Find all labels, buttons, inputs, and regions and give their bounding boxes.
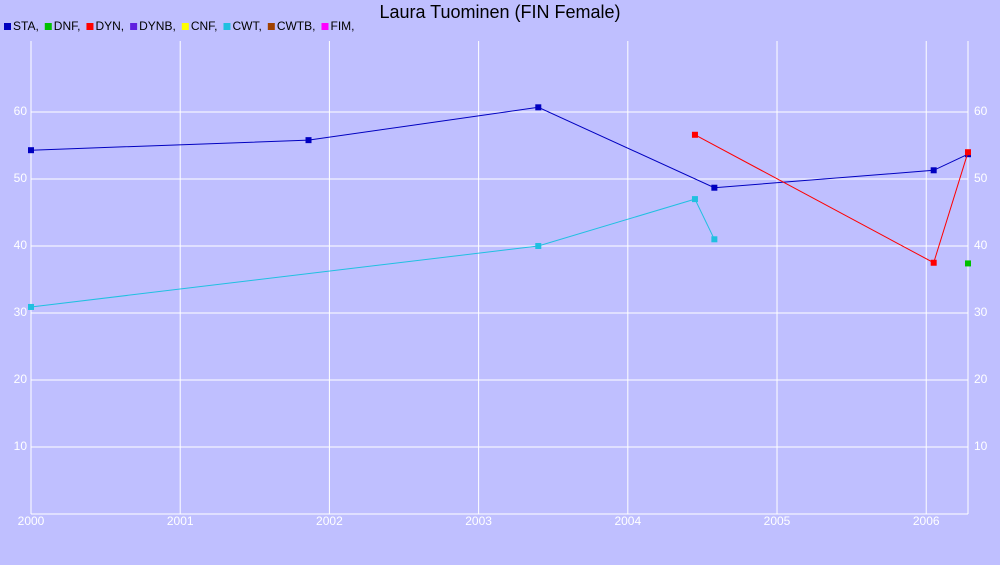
legend-label: DYN,: [95, 19, 124, 33]
x-tick-label: 2003: [465, 514, 492, 528]
legend-label: CWTB,: [277, 19, 316, 33]
legend-swatch: [267, 23, 275, 30]
series-line: [30, 198, 715, 308]
x-tick-label: 2002: [316, 514, 343, 528]
legend-label: CNF,: [191, 19, 218, 33]
legend-swatch: [86, 23, 94, 30]
y-tick-label: 60: [974, 104, 988, 118]
legend-label: DYNB,: [139, 19, 176, 33]
y-tick-label: 60: [14, 104, 28, 118]
data-point: [711, 184, 718, 191]
x-tick-label: 2004: [614, 514, 641, 528]
series-line: [694, 134, 969, 264]
y-tick-label: 50: [974, 171, 988, 185]
legend-swatch: [44, 23, 52, 30]
data-point: [691, 131, 698, 138]
legend-swatch: [4, 23, 11, 30]
data-point: [28, 147, 34, 154]
y-tick-label: 50: [14, 171, 28, 185]
legend-label: FIM,: [330, 19, 354, 33]
legend-label: CWT,: [232, 19, 261, 33]
x-tick-label: 2001: [167, 514, 194, 528]
legend-swatch: [321, 23, 329, 30]
y-tick-label: 20: [974, 372, 988, 386]
series-line: [30, 106, 969, 189]
y-tick-label: 40: [974, 238, 988, 252]
legend-label: DNF,: [54, 19, 81, 33]
y-tick-label: 10: [974, 439, 988, 453]
y-tick-label: 40: [14, 238, 28, 252]
x-tick-label: 2006: [913, 514, 940, 528]
legend-label: STA,: [13, 19, 39, 33]
y-tick-label: 30: [14, 305, 28, 319]
data-point: [930, 259, 937, 266]
legend-swatch: [223, 23, 231, 30]
legend-swatch: [130, 23, 138, 30]
x-tick-label: 2005: [764, 514, 791, 528]
data-point: [305, 137, 312, 144]
chart-title: Laura Tuominen (FIN Female): [379, 2, 620, 22]
data-point: [535, 104, 542, 111]
data-point: [965, 149, 971, 156]
y-tick-label: 30: [974, 305, 988, 319]
data-point: [535, 243, 542, 249]
y-tick-label: 10: [14, 439, 28, 453]
legend-swatch: [181, 23, 189, 30]
data-point: [930, 167, 937, 174]
data-point: [691, 196, 698, 203]
y-tick-label: 20: [14, 372, 28, 386]
data-point: [711, 236, 718, 243]
data-point: [28, 303, 34, 310]
x-tick-label: 2000: [18, 514, 45, 528]
data-point: [965, 260, 971, 267]
